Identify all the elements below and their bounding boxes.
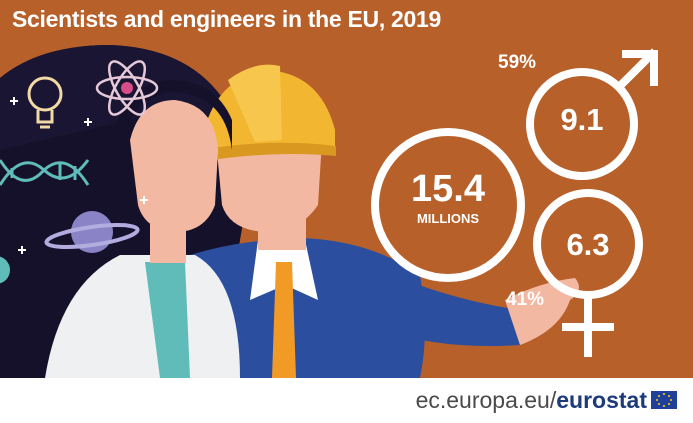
- man-tie: [272, 262, 296, 378]
- woman-lab-coat: [45, 255, 240, 378]
- footer: ec.europa.eu/eurostat: [0, 378, 693, 423]
- light-bulb-icon: [27, 76, 63, 129]
- small-planet-icon: [0, 256, 10, 284]
- male-symbol-icon: [526, 48, 658, 180]
- total-value: 15.4: [411, 168, 485, 210]
- man-hand: [505, 278, 579, 345]
- scientists-illustration: [0, 45, 658, 378]
- female-symbol-icon: [533, 189, 643, 357]
- women-share: 41%: [506, 289, 545, 310]
- men-share: 59%: [498, 52, 537, 73]
- source-domain: ec.europa.eu/: [415, 387, 557, 413]
- planet-icon: [44, 211, 140, 253]
- source-link[interactable]: ec.europa.eu/eurostat: [416, 387, 647, 414]
- man-arm: [380, 270, 520, 346]
- total-unit: MILLIONS: [416, 211, 480, 226]
- sparkle-icons: [10, 97, 148, 254]
- eurostat-brand: eurostat: [556, 387, 647, 413]
- page-title: Scientists and engineers in the EU, 2019: [12, 6, 441, 32]
- atom-icon: [95, 60, 159, 116]
- woman-face: [130, 100, 218, 232]
- infographic-panel: Scientists and engineers in the EU, 2019…: [0, 0, 693, 378]
- women-value: 6.3: [566, 227, 610, 262]
- men-value: 9.1: [560, 102, 604, 137]
- total-circle: [371, 128, 525, 282]
- eu-flag-icon: [651, 391, 677, 409]
- dna-helix-icon: [0, 159, 90, 186]
